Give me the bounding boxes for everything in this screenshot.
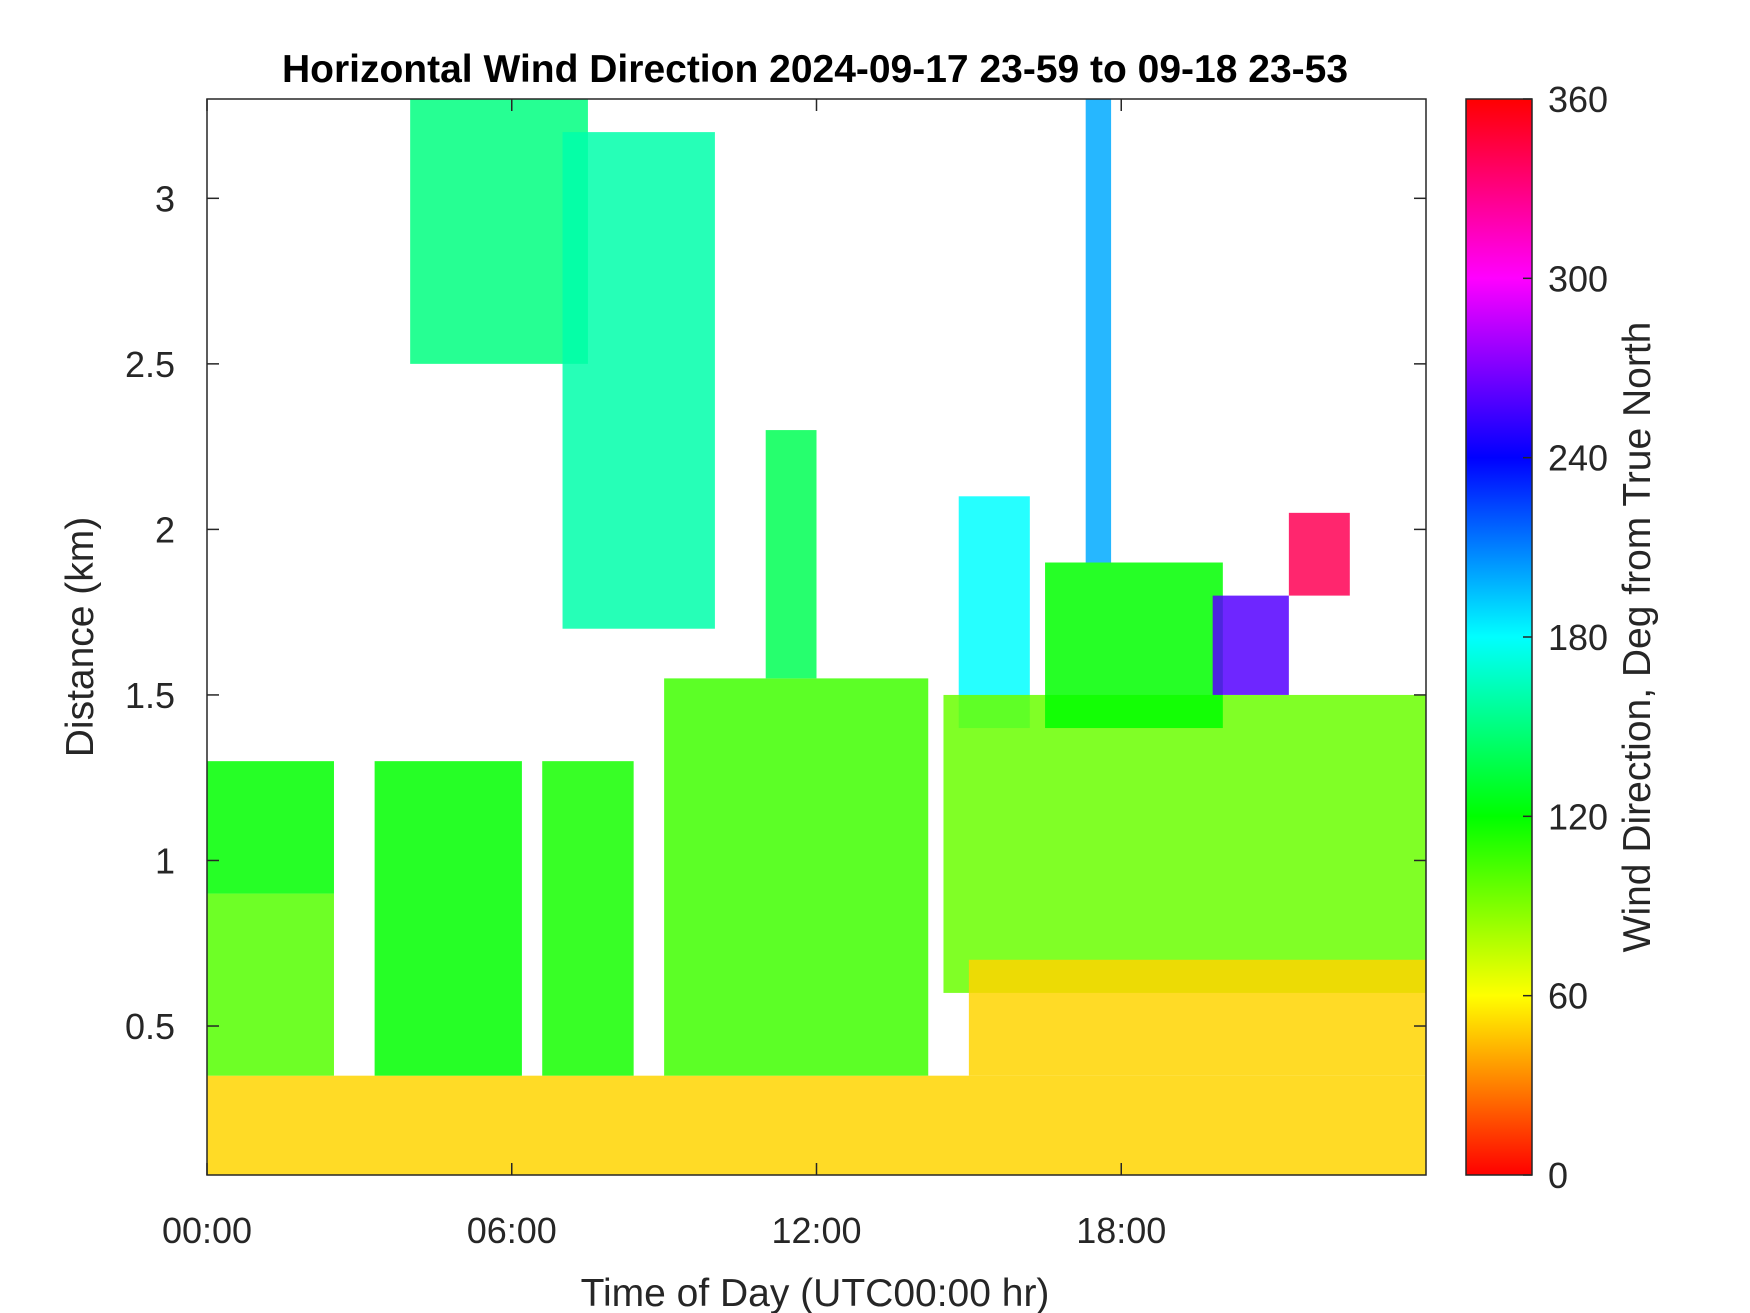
x-tick-label: 06:00 (467, 1210, 557, 1251)
x-axis-label: Time of Day (UTC00:00 hr) (581, 1272, 1050, 1313)
heatmap-cell (943, 694, 1426, 993)
colorbar-tick-label: 60 (1548, 976, 1588, 1017)
heatmap-cell (1212, 595, 1289, 695)
heatmap-area (207, 99, 1426, 1175)
heatmap-cell (410, 99, 588, 364)
heatmap-cell (765, 430, 817, 679)
heatmap-cell (207, 893, 334, 1076)
colorbar-tick-label: 120 (1548, 796, 1608, 837)
colorbar-ticks: 0 60 120 180 240 300 360 (1523, 79, 1608, 1196)
heatmap-cell (207, 1075, 1426, 1175)
x-tick-label: 18:00 (1076, 1210, 1166, 1251)
heatmap-cell (958, 496, 1030, 729)
y-tick-label: 2 (155, 509, 175, 550)
heatmap-cell (968, 959, 1426, 1076)
y-tick-label: 1 (155, 840, 175, 881)
heatmap-cell (562, 132, 715, 629)
heatmap-cell (664, 678, 929, 1076)
heatmap-cell (207, 761, 334, 894)
heatmap-cell (1045, 562, 1223, 729)
colorbar-tick-label: 300 (1548, 258, 1608, 299)
y-axis: 0.5 1 1.5 2 2.5 3 (125, 178, 1426, 1047)
colorbar-tick-label: 180 (1548, 617, 1608, 658)
chart-title: Horizontal Wind Direction 2024-09-17 23-… (282, 48, 1348, 91)
y-tick-label: 1.5 (125, 675, 175, 716)
heatmap-cell (1288, 512, 1350, 596)
x-axis: 00:00 06:00 12:00 18:00 (162, 99, 1166, 1251)
y-tick-label: 2.5 (125, 344, 175, 385)
colorbar-tick-label: 360 (1548, 79, 1608, 120)
heatmap-cell (1085, 99, 1112, 563)
colorbar-tick-label: 0 (1548, 1155, 1568, 1196)
y-axis-label: Distance (km) (59, 517, 102, 758)
heatmap-cell (542, 761, 634, 1076)
heatmap-cell (374, 761, 522, 1076)
y-tick-label: 3 (155, 178, 175, 219)
colorbar (1465, 98, 1533, 1176)
colorbar-tick-label: 240 (1548, 438, 1608, 479)
x-tick-label: 00:00 (162, 1210, 252, 1251)
y-tick-label: 0.5 (125, 1006, 175, 1047)
colorbar-label: Wind Direction, Deg from True North (1616, 322, 1659, 953)
x-tick-label: 12:00 (771, 1210, 861, 1251)
